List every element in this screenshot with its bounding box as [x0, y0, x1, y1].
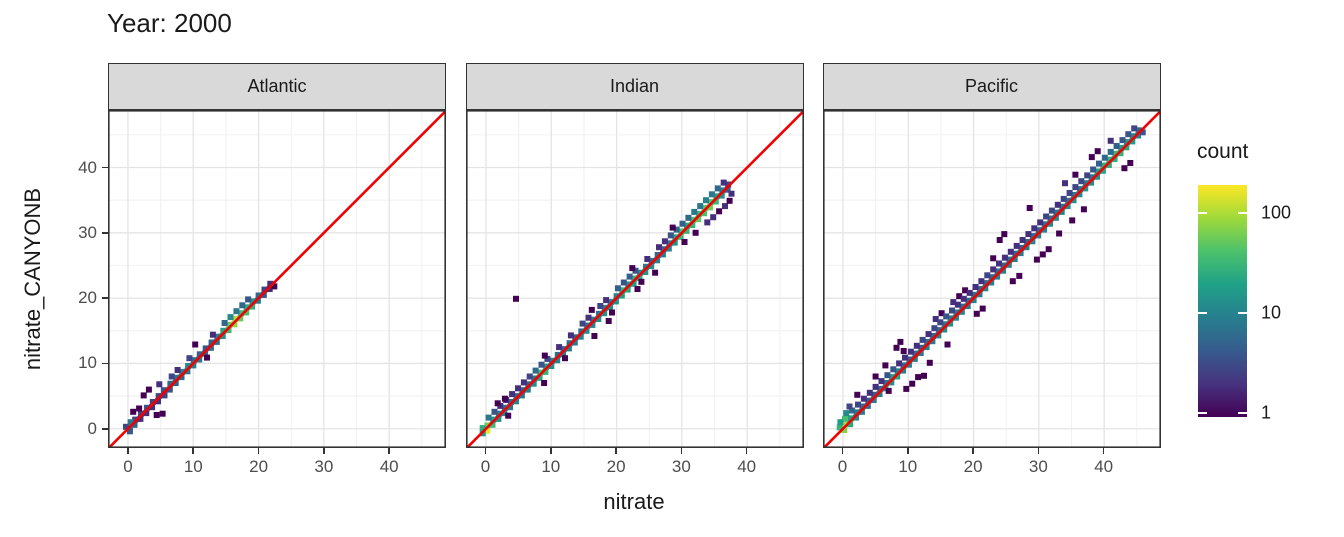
- x-tick-mark: [615, 448, 617, 454]
- y-tick-label: 20: [78, 288, 97, 308]
- y-tick-mark: [102, 166, 108, 169]
- facet-strip-label: Indian: [609, 76, 660, 96]
- x-tick-label: 20: [606, 457, 626, 476]
- facet-strip-label: Pacific: [964, 76, 1018, 96]
- facet-strip-indian: Indian: [465, 63, 804, 110]
- legend-tick-mark: [1198, 212, 1207, 214]
- y-tick-mark: [102, 297, 108, 299]
- x-tick-label: 10: [898, 457, 918, 476]
- bins-layer: [479, 179, 734, 437]
- x-tick-label: 40: [1094, 457, 1114, 476]
- panel-indian: [465, 110, 804, 448]
- legend-tick-mark: [1238, 412, 1247, 414]
- x-tick-mark: [1102, 448, 1105, 454]
- x-tick-label: 30: [314, 457, 334, 476]
- x-tick-mark: [127, 448, 129, 454]
- x-axis-title: nitrate: [603, 489, 665, 514]
- y-tick-mark: [102, 362, 108, 365]
- identity-reference-line: [465, 110, 804, 448]
- panel-border: [465, 110, 804, 448]
- x-tick-mark: [388, 448, 390, 454]
- legend-colorbar: [1198, 185, 1247, 417]
- plot-title: Year: 2000: [107, 8, 232, 38]
- bins-layer: [836, 125, 1146, 433]
- y-tick-label: 0: [87, 418, 97, 438]
- x-tick-label: 10: [183, 457, 203, 476]
- legend-tick-label: 100: [1261, 202, 1292, 223]
- panel-border: [108, 110, 446, 448]
- y-tick-mark: [102, 427, 108, 430]
- legend-tick-mark: [1238, 212, 1247, 214]
- x-tick-label: 40: [737, 457, 757, 476]
- x-tick-label: 30: [671, 457, 691, 476]
- x-tick-label: 0: [480, 457, 491, 476]
- x-tick-mark: [549, 448, 552, 454]
- legend-title: count: [1197, 140, 1249, 163]
- y-tick-label: 40: [78, 157, 97, 177]
- legend-tick-mark: [1198, 412, 1207, 414]
- x-tick-label: 20: [249, 457, 269, 476]
- facet-strip-label: Atlantic: [247, 76, 307, 96]
- x-tick-mark: [906, 448, 909, 454]
- x-tick-label: 10: [541, 457, 561, 476]
- legend-tick-label: 10: [1261, 302, 1282, 323]
- y-tick-label: 10: [78, 353, 97, 373]
- facet-strip-atlantic: Atlantic: [108, 63, 446, 110]
- x-tick-mark: [972, 448, 974, 454]
- x-tick-label: 20: [963, 457, 983, 476]
- x-tick-mark: [745, 448, 748, 454]
- bins-layer: [123, 280, 278, 435]
- x-tick-mark: [257, 448, 260, 454]
- legend-tick-mark: [1238, 312, 1247, 314]
- identity-reference-line: [822, 110, 1161, 448]
- panel-border: [822, 110, 1161, 448]
- legend-tick-mark: [1198, 312, 1207, 314]
- x-tick-label: 0: [837, 457, 848, 476]
- legend-tick-label: 1: [1261, 402, 1272, 423]
- x-tick-mark: [192, 448, 195, 454]
- identity-reference-line: [108, 110, 446, 448]
- facet-strip-pacific: Pacific: [822, 63, 1161, 110]
- x-tick-mark: [1037, 448, 1040, 454]
- panel-atlantic: [108, 110, 446, 448]
- x-tick-label: 30: [1028, 457, 1048, 476]
- panel-pacific: [822, 110, 1161, 448]
- x-tick-mark: [841, 448, 844, 454]
- x-tick-mark: [484, 448, 487, 454]
- y-axis-title: nitrate_CANYONB: [20, 187, 45, 371]
- x-tick-label: 40: [379, 457, 399, 476]
- x-tick-mark: [680, 448, 683, 454]
- x-tick-label: 0: [123, 457, 133, 476]
- x-tick-mark: [323, 448, 325, 454]
- y-tick-label: 30: [78, 222, 97, 242]
- y-tick-mark: [102, 232, 108, 234]
